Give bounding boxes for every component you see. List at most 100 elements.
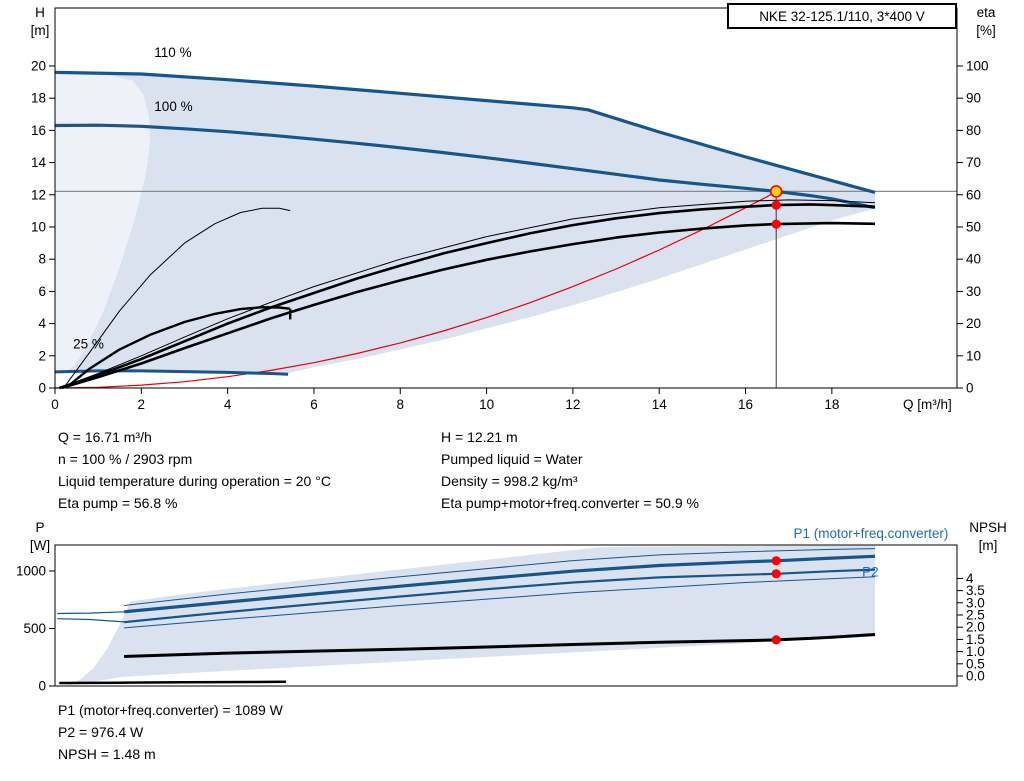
y-left-tick-label: 2 bbox=[38, 348, 46, 363]
p2-point bbox=[771, 569, 781, 579]
p2-left-stub bbox=[57, 618, 125, 623]
y-left-tick-label: 10 bbox=[31, 219, 46, 234]
eta-axis-title-line1: eta bbox=[976, 5, 996, 20]
y-right-tick-label: 0.0 bbox=[966, 668, 985, 683]
speed-25-curve bbox=[54, 369, 289, 376]
x-tick-label: 0 bbox=[51, 397, 59, 412]
y-right-tick-label: 90 bbox=[966, 91, 981, 106]
speed-110-label: 110 % bbox=[154, 45, 191, 60]
npsh-curve bbox=[124, 633, 876, 658]
y-right-tick-label: 20 bbox=[966, 316, 981, 331]
eta-25-pump-curve bbox=[63, 207, 291, 389]
eta-total-point bbox=[771, 219, 781, 229]
y-right-tick-label: 80 bbox=[966, 123, 981, 138]
power-chart: 0 500 1000 0.00.51.01.52.02.53.03.54 P1 (mot… bbox=[16, 526, 985, 693]
p1-result-line: P1 (motor+freq.converter) = 1089 W bbox=[58, 702, 283, 718]
y-right-tick-label: 3.5 bbox=[966, 583, 985, 598]
y-right-tick-label: 2.5 bbox=[966, 608, 985, 623]
y-left-tick-label: 4 bbox=[38, 316, 46, 331]
low-flow-region bbox=[55, 72, 150, 372]
x-tick-label: 14 bbox=[652, 397, 668, 412]
eta-pump-curve bbox=[58, 203, 876, 390]
npsh-axis-title: NPSH [m] bbox=[958, 519, 1018, 555]
eta-axis-title: eta [%] bbox=[963, 4, 1009, 40]
p1-left-stub bbox=[57, 611, 125, 615]
y-right-tick-label: 1.0 bbox=[966, 644, 985, 659]
duty-info-right: H = 12.21 m Pumped liquid = Water Densit… bbox=[441, 426, 699, 514]
speed-25-label: 25 % bbox=[73, 337, 104, 352]
y-left-tick-label: 16 bbox=[31, 123, 46, 138]
p1-series-label: P1 (motor+freq.converter) bbox=[793, 526, 948, 541]
y-right-tick-label: 3.0 bbox=[966, 595, 985, 610]
x-tick-label: 8 bbox=[397, 397, 405, 412]
x-tick-label: 4 bbox=[224, 397, 232, 412]
y-left-tick-label: 6 bbox=[38, 284, 46, 299]
x-tick-label: 10 bbox=[479, 397, 494, 412]
speed-info-line: n = 100 % / 2903 rpm bbox=[58, 451, 193, 467]
y-right-tick-label: 70 bbox=[966, 155, 981, 170]
y-right-tick-label: 2.0 bbox=[966, 620, 985, 635]
y-right-tick-label: 100 bbox=[966, 58, 989, 73]
x-axis-label: Q [m³/h] bbox=[903, 397, 952, 412]
p1-upper-thin-curve bbox=[124, 548, 876, 606]
y-left-tick-label: 12 bbox=[31, 187, 46, 202]
y-right-tick-label: 40 bbox=[966, 252, 981, 267]
npsh-axis-title-line2: [m] bbox=[978, 538, 998, 553]
x-tick-label: 12 bbox=[565, 397, 580, 412]
eta-110-curve bbox=[59, 199, 876, 389]
h-axis-title-line1: H bbox=[35, 5, 45, 20]
y-left-tick-label: 500 bbox=[23, 621, 46, 636]
p-axis-title-line2: [W] bbox=[29, 538, 51, 553]
y-left-tick-label: 0 bbox=[38, 679, 46, 694]
y-left-tick-label: 20 bbox=[31, 58, 46, 73]
npsh-result-line: NPSH = 1.48 m bbox=[58, 746, 156, 762]
liquid-info-line: Pumped liquid = Water bbox=[441, 451, 583, 467]
y-left-tick-label: 8 bbox=[38, 252, 46, 267]
y-left-tick-label: 14 bbox=[31, 155, 47, 170]
h-axis-title-line2: [m] bbox=[30, 23, 50, 38]
flow-info-line: Q = 16.71 m³/h bbox=[58, 429, 152, 445]
h-axis-title: H [m] bbox=[22, 4, 58, 40]
p-axis-title: P [W] bbox=[22, 519, 58, 555]
y-right-tick-label: 10 bbox=[966, 348, 981, 363]
pump-title-text: NKE 32-125.1/110, 3*400 V bbox=[759, 8, 925, 24]
speed-100-label: 100 % bbox=[154, 99, 192, 114]
y-right-tick-label: 50 bbox=[966, 219, 981, 234]
x-tick-label: 2 bbox=[138, 397, 146, 412]
operating-envelope bbox=[55, 72, 875, 374]
power-envelope bbox=[65, 545, 876, 686]
results-info: P1 (motor+freq.converter) = 1089 W P2 = … bbox=[58, 699, 283, 765]
eta-pump-point bbox=[771, 200, 781, 210]
npsh-axis-title-line1: NPSH bbox=[969, 520, 1007, 535]
y-right-tick-label: 0.5 bbox=[966, 656, 985, 671]
eta-pump-info-line: Eta pump = 56.8 % bbox=[58, 495, 178, 511]
temperature-info-line: Liquid temperature during operation = 20… bbox=[58, 473, 331, 489]
p-25-curve bbox=[59, 680, 286, 685]
hq-plot-border bbox=[54, 7, 958, 389]
head-info-line: H = 12.21 m bbox=[441, 429, 518, 445]
y-right-tick-label: 1.5 bbox=[966, 632, 985, 647]
x-tick-label: 16 bbox=[738, 397, 753, 412]
pump-title-box: NKE 32-125.1/110, 3*400 V bbox=[727, 3, 957, 29]
y-right-tick-label: 0 bbox=[966, 381, 974, 396]
density-info-line: Density = 998.2 kg/m³ bbox=[441, 473, 578, 489]
y-right-tick-label: 4 bbox=[966, 571, 974, 586]
p2-result-line: P2 = 976.4 W bbox=[58, 724, 144, 740]
npsh-point bbox=[771, 635, 781, 645]
y-right-tick-label: 30 bbox=[966, 284, 981, 299]
y-left-tick-label: 0 bbox=[38, 381, 46, 396]
p2-series-label: P2 bbox=[862, 565, 879, 580]
y-right-tick-label: 60 bbox=[966, 187, 981, 202]
eta-total-curve bbox=[61, 221, 876, 390]
y-left-tick-label: 18 bbox=[31, 91, 46, 106]
p-lower-thin-curve bbox=[124, 576, 876, 629]
speed-100-curve bbox=[54, 123, 876, 210]
duty-info-left: Q = 16.71 m³/h n = 100 % / 2903 rpm Liqu… bbox=[58, 426, 331, 514]
hq-chart: 0 2 4 6 8 10 12 14 16 18 20 0 10 20 30 40 50 60 70 80 90 100 0… bbox=[31, 7, 989, 412]
x-tick-label: 6 bbox=[310, 397, 318, 412]
p1-point bbox=[771, 556, 781, 566]
operating-point bbox=[769, 185, 783, 198]
y-left-tick-label: 1000 bbox=[16, 563, 46, 578]
